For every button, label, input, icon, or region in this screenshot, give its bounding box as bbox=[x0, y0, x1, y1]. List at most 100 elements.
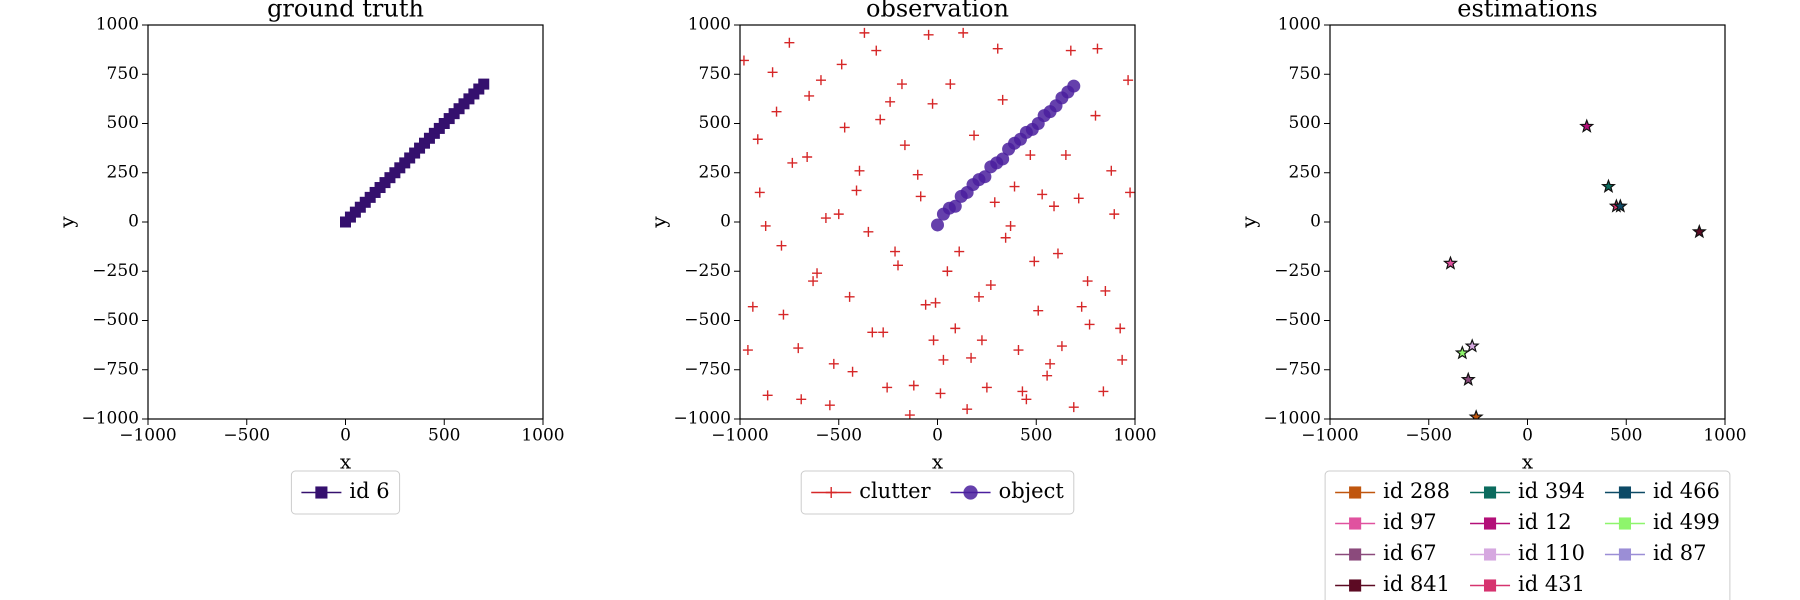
star-marker bbox=[1612, 198, 1628, 213]
y-tick-label: 250 bbox=[1289, 162, 1321, 182]
y-tick-label: −500 bbox=[1274, 310, 1321, 330]
plus-marker bbox=[844, 291, 855, 302]
plus-marker bbox=[793, 343, 804, 354]
plus-marker bbox=[930, 297, 941, 308]
legend-item: id 110 bbox=[1470, 541, 1585, 565]
plus-marker bbox=[1037, 189, 1048, 200]
legend-label: id 12 bbox=[1518, 510, 1572, 534]
plus-marker bbox=[1065, 45, 1076, 56]
plus-marker bbox=[839, 122, 850, 133]
plus-marker bbox=[836, 59, 847, 70]
square-marker bbox=[1483, 486, 1497, 499]
star-marker bbox=[1691, 223, 1707, 239]
plus-marker bbox=[938, 354, 949, 365]
x-tick-label: 0 bbox=[1522, 426, 1533, 446]
plus-marker bbox=[747, 301, 758, 312]
y-tick-label: 0 bbox=[128, 212, 139, 232]
plus-marker bbox=[802, 151, 813, 162]
legend-label: id 110 bbox=[1518, 541, 1585, 565]
axes-frame bbox=[147, 24, 544, 420]
y-tick-label: −1000 bbox=[673, 409, 731, 429]
circle-marker bbox=[948, 199, 962, 213]
legend-item: id 67 bbox=[1335, 541, 1437, 565]
plus-marker bbox=[1045, 358, 1056, 369]
plus-marker bbox=[851, 185, 862, 196]
y-tick-label: 750 bbox=[107, 64, 139, 84]
plus-marker bbox=[760, 220, 771, 231]
legend-label: id 466 bbox=[1653, 479, 1720, 503]
plus-marker bbox=[1117, 354, 1128, 365]
y-tick-label: −250 bbox=[92, 261, 139, 281]
legend-label: id 87 bbox=[1653, 541, 1707, 565]
plus-marker bbox=[885, 96, 896, 107]
plus-marker bbox=[1123, 75, 1134, 86]
legend-label: id 431 bbox=[1518, 572, 1585, 596]
y-axis-label: y bbox=[55, 216, 79, 229]
plus-marker bbox=[1000, 232, 1011, 243]
plus-marker bbox=[928, 335, 939, 346]
x-tick-label: 0 bbox=[932, 426, 943, 446]
y-tick-label: 750 bbox=[699, 64, 731, 84]
plus-marker bbox=[1029, 256, 1040, 267]
plus-marker bbox=[740, 55, 749, 66]
plus-marker bbox=[771, 106, 782, 117]
legend-item: id 841 bbox=[1335, 572, 1450, 596]
plus-marker bbox=[1049, 201, 1060, 212]
legend-label: id 499 bbox=[1653, 510, 1720, 534]
plus-marker bbox=[808, 276, 819, 287]
legend: id 6 bbox=[290, 470, 401, 515]
legend-item: clutter bbox=[811, 479, 932, 503]
y-tick-label: −250 bbox=[684, 261, 731, 281]
plus-marker bbox=[896, 79, 907, 90]
chart-title: ground truth bbox=[267, 0, 424, 23]
square-marker bbox=[1349, 486, 1362, 499]
plus-marker bbox=[966, 352, 977, 363]
circle-marker bbox=[931, 218, 944, 232]
plus-marker bbox=[893, 260, 903, 271]
square-marker bbox=[1618, 486, 1632, 499]
legend-item: id 499 bbox=[1604, 510, 1720, 534]
plus-marker bbox=[1090, 110, 1101, 121]
y-tick-label: −1000 bbox=[81, 409, 139, 429]
plus-marker bbox=[1084, 319, 1095, 330]
legend-item: id 6 bbox=[301, 479, 390, 503]
plus-marker bbox=[1056, 341, 1067, 352]
square-marker bbox=[1349, 548, 1362, 561]
x-tick-label: −1000 bbox=[711, 426, 769, 446]
legend-label: id 288 bbox=[1383, 479, 1450, 503]
legend-box bbox=[1324, 470, 1731, 600]
y-tick-label: 500 bbox=[699, 113, 731, 133]
square-marker bbox=[315, 486, 328, 499]
x-axis-label: x bbox=[340, 450, 352, 474]
plus-marker bbox=[812, 268, 823, 279]
legend-item: id 466 bbox=[1604, 479, 1720, 503]
plus-marker bbox=[1052, 248, 1063, 259]
plus-marker bbox=[796, 394, 807, 405]
y-axis-label: y bbox=[647, 216, 671, 229]
square-marker bbox=[1618, 517, 1632, 530]
x-tick-label: −1000 bbox=[1301, 426, 1359, 446]
plus-marker bbox=[804, 90, 815, 101]
x-tick-label: 0 bbox=[340, 426, 351, 446]
legend: id 288 id 97 id 67 id 841 id 394 id 12 id 110 i… bbox=[1324, 470, 1731, 600]
x-tick-label: 500 bbox=[1020, 426, 1052, 446]
plus-marker bbox=[1017, 386, 1028, 397]
x-axis-label: x bbox=[932, 450, 944, 474]
axes-frame bbox=[739, 24, 1136, 420]
plus-marker bbox=[871, 45, 882, 56]
y-tick-label: −500 bbox=[92, 310, 139, 330]
square-marker bbox=[1483, 548, 1497, 561]
plot-area bbox=[340, 78, 490, 228]
square-marker bbox=[1618, 548, 1632, 561]
plus-marker bbox=[787, 157, 798, 168]
plus-marker bbox=[882, 382, 893, 393]
plus-marker bbox=[1106, 165, 1117, 176]
square-marker bbox=[1483, 517, 1497, 530]
legend-item: object bbox=[950, 479, 1064, 503]
plus-marker bbox=[767, 67, 778, 78]
plus-marker bbox=[878, 327, 889, 338]
plus-marker bbox=[1005, 220, 1016, 231]
plus-marker bbox=[1009, 181, 1020, 192]
plus-marker bbox=[820, 213, 831, 224]
